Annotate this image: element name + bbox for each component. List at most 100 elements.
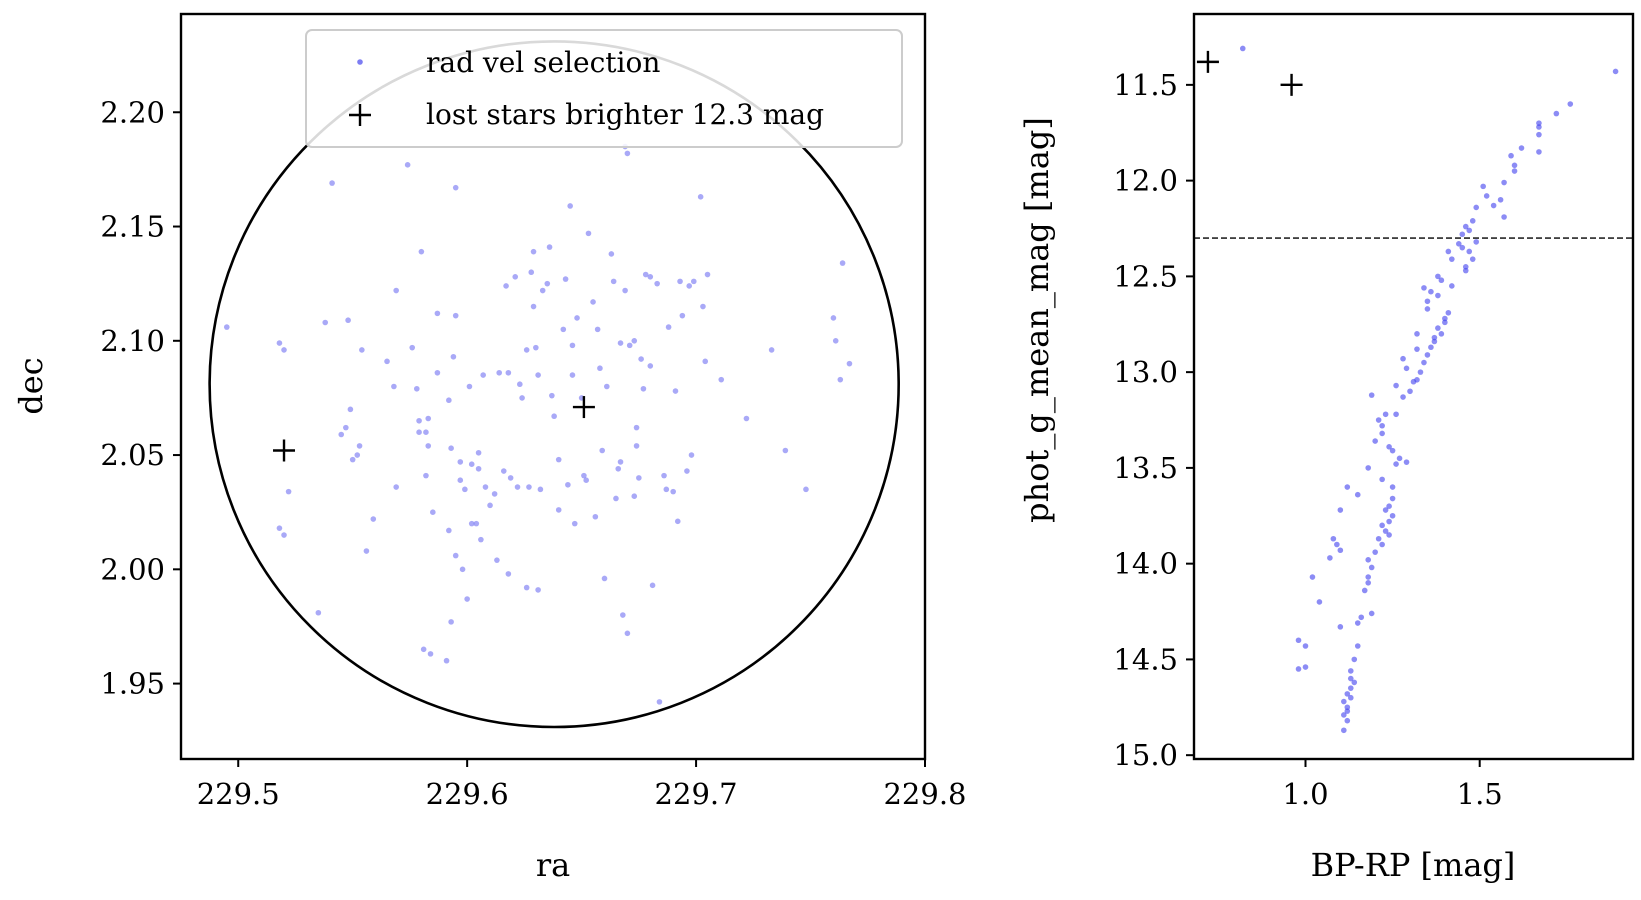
data-point: [345, 317, 351, 324]
data-point: [1424, 306, 1431, 312]
data-point: [1424, 352, 1431, 358]
data-point: [1379, 541, 1385, 548]
y-tick-label: 2.15: [100, 210, 165, 244]
data-point: [642, 271, 649, 278]
data-point: [677, 278, 683, 285]
data-point: [594, 326, 601, 333]
y-tick-label: 12.0: [1113, 164, 1178, 198]
data-point: [1428, 344, 1434, 351]
data-point: [409, 344, 416, 351]
data-point: [1421, 359, 1427, 366]
data-point: [459, 566, 466, 573]
x-tick-label: 1.0: [1282, 777, 1328, 811]
data-point: [1344, 708, 1351, 714]
data-point: [1403, 459, 1410, 465]
data-point: [354, 452, 361, 458]
data-point: [505, 571, 512, 577]
data-point: [1316, 599, 1323, 605]
data-point: [592, 513, 599, 520]
data-point: [1295, 637, 1302, 644]
data-point: [1382, 507, 1389, 513]
y-tick-label: 2.05: [100, 438, 165, 472]
x-tick-label: 1.5: [1457, 777, 1503, 811]
data-point: [1365, 580, 1372, 586]
lost-star-marker: [1196, 50, 1219, 73]
x-axis-label-bp-rp: BP-RP [mag]: [1311, 846, 1516, 884]
data-point: [1473, 204, 1480, 211]
data-point: [1442, 315, 1448, 322]
data-point: [1382, 411, 1389, 418]
data-point: [281, 532, 287, 538]
data-point: [1459, 244, 1466, 251]
data-point: [468, 520, 475, 527]
data-point: [647, 274, 654, 280]
y-tick-label: 14.0: [1113, 547, 1178, 581]
y-tick-label: 12.5: [1113, 259, 1178, 293]
data-point: [1389, 447, 1396, 454]
data-point: [743, 415, 750, 422]
data-point: [1410, 378, 1417, 385]
data-point: [1386, 532, 1392, 538]
data-point: [624, 150, 631, 157]
data-point: [684, 468, 690, 474]
data-point: [1382, 528, 1389, 534]
data-point: [590, 299, 596, 305]
data-point: [457, 459, 464, 465]
plot-area: [1194, 45, 1633, 734]
data-point: [1435, 292, 1441, 299]
data-point: [537, 486, 544, 493]
data-point: [1389, 495, 1396, 502]
data-point: [423, 429, 429, 436]
data-point: [679, 312, 686, 319]
data-point: [1344, 717, 1351, 724]
data-point: [704, 271, 711, 278]
data-point: [1466, 227, 1473, 234]
data-point: [1435, 273, 1441, 280]
data-point: [1347, 694, 1354, 701]
color-magnitude-plot: 1.0 1.5 11.5 12.0 12.5 13.0 13.5 14.0 14.5 15.0 B…: [1018, 12, 1635, 884]
data-point: [1379, 476, 1385, 483]
data-point: [281, 347, 287, 353]
data-point: [1358, 614, 1365, 621]
data-point: [1462, 223, 1469, 230]
data-point: [768, 347, 775, 353]
data-point: [514, 484, 521, 490]
lost-star-marker: [572, 396, 595, 419]
data-point: [1375, 417, 1382, 423]
data-point: [601, 575, 608, 582]
data-point: [446, 397, 452, 404]
data-point: [670, 488, 676, 495]
x-tick-label: 229.6: [426, 777, 509, 811]
data-point: [1445, 248, 1452, 255]
data-point: [702, 358, 709, 365]
data-point: [430, 509, 436, 515]
data-point: [1372, 549, 1378, 555]
data-point: [523, 584, 530, 591]
data-point: [416, 417, 422, 424]
data-point: [468, 461, 475, 467]
data-point: [1327, 555, 1333, 561]
y-tick-label: 15.0: [1113, 738, 1178, 772]
data-point: [1449, 256, 1455, 262]
data-point: [654, 280, 660, 287]
data-point: [665, 324, 672, 330]
data-point: [462, 486, 468, 493]
data-point: [830, 315, 837, 321]
data-point: [839, 260, 846, 266]
data-point: [1344, 484, 1351, 490]
data-point: [503, 283, 509, 289]
data-point: [1379, 430, 1385, 437]
data-point: [636, 475, 642, 481]
cmd-plot-marks: 1.0 1.5 11.5 12.0 12.5 13.0 13.5 14.0 14.5 15.0: [1113, 45, 1633, 811]
data-point: [603, 383, 610, 390]
data-point: [1424, 298, 1431, 305]
data-point: [803, 486, 809, 493]
data-point: [1337, 624, 1344, 630]
data-point: [1536, 120, 1542, 126]
data-point: [832, 337, 839, 344]
data-point: [617, 340, 624, 346]
data-point: [519, 395, 525, 401]
data-point: [450, 353, 457, 360]
cmd-plot-frame: [1192, 12, 1635, 761]
data-point: [1612, 68, 1619, 75]
